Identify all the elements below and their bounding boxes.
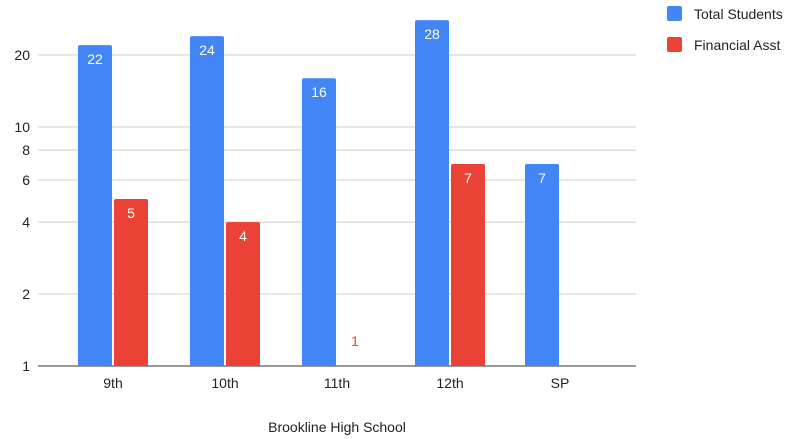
bar-value-label: 28 bbox=[424, 26, 440, 42]
bar-total-students-12th bbox=[415, 20, 449, 366]
y-tick-label: 10 bbox=[14, 119, 30, 135]
legend-label: Financial Asst bbox=[694, 37, 780, 53]
y-tick-label: 4 bbox=[22, 214, 30, 230]
legend-swatch bbox=[667, 37, 682, 52]
bars bbox=[78, 20, 559, 366]
bar-value-label: 22 bbox=[87, 51, 103, 67]
bar-value-label: 1 bbox=[351, 333, 359, 349]
bar-value-label: 16 bbox=[311, 84, 327, 100]
bar-value-label: 4 bbox=[239, 228, 247, 244]
bar-financial-asst-9th bbox=[114, 198, 148, 366]
x-tick-label: 10th bbox=[211, 375, 238, 391]
x-axis-ticks: 9th 10th 11th 12th SP bbox=[103, 375, 569, 391]
bar-total-students-11th bbox=[302, 78, 336, 366]
y-axis-ticks: 1 2 4 6 8 10 20 bbox=[14, 47, 30, 374]
bar-value-label: 7 bbox=[538, 170, 546, 186]
bar-financial-asst-12th bbox=[451, 164, 485, 366]
bar-total-students-10th bbox=[190, 36, 224, 366]
y-tick-label: 8 bbox=[22, 142, 30, 158]
legend: Total Students Financial Asst bbox=[667, 6, 783, 53]
x-tick-label: SP bbox=[551, 375, 570, 391]
y-tick-label: 20 bbox=[14, 47, 30, 63]
bar-total-students-SP bbox=[525, 164, 559, 366]
bar-value-label: 7 bbox=[464, 170, 472, 186]
bar-value-label: 5 bbox=[127, 205, 135, 221]
legend-swatch bbox=[667, 6, 682, 21]
bar-total-students-9th bbox=[78, 45, 112, 366]
legend-label: Total Students bbox=[694, 6, 783, 22]
bar-financial-asst-10th bbox=[226, 222, 260, 366]
y-tick-label: 6 bbox=[22, 172, 30, 188]
bar-labels: 22 24 16 28 7 5 4 1 7 bbox=[87, 26, 546, 349]
x-tick-label: 11th bbox=[324, 375, 350, 391]
y-tick-label: 1 bbox=[22, 358, 30, 374]
x-tick-label: 12th bbox=[436, 375, 463, 391]
bar-value-label: 24 bbox=[199, 42, 215, 58]
x-tick-label: 9th bbox=[103, 375, 122, 391]
y-tick-label: 2 bbox=[22, 286, 30, 302]
x-axis-title: Brookline High School bbox=[268, 419, 406, 435]
